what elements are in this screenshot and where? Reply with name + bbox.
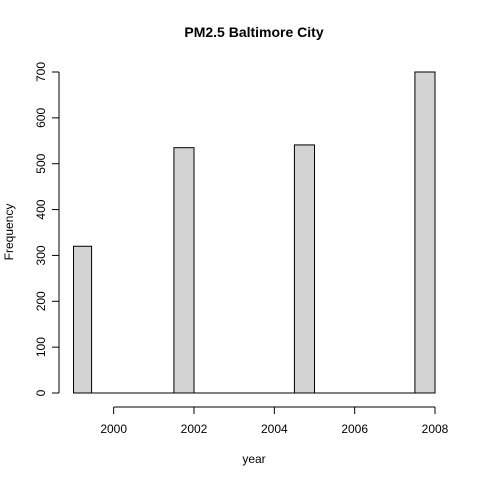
bar-1 [173, 147, 195, 394]
y-tick-label-100: 100 [34, 337, 48, 357]
y-tick-label-300: 300 [34, 245, 48, 265]
bars-group [73, 71, 436, 394]
x-axis-label: year [242, 452, 265, 466]
y-tick-label-500: 500 [34, 153, 48, 173]
x-axis: 2000 2002 2004 2006 2008 [100, 406, 449, 436]
chart-title: PM2.5 Baltimore City [184, 24, 323, 40]
y-axis: 0 100 200 300 400 500 600 700 [34, 62, 60, 396]
y-tick-label-600: 600 [34, 108, 48, 128]
y-tick-label-400: 400 [34, 199, 48, 219]
bar-2 [293, 144, 315, 394]
x-tick-label-2000: 2000 [100, 422, 127, 436]
y-axis-label: Frequency [2, 204, 16, 261]
bar-3 [414, 71, 436, 394]
x-tick-label-2004: 2004 [261, 422, 288, 436]
bar-0 [73, 245, 93, 394]
y-tick-label-200: 200 [34, 291, 48, 311]
x-tick-label-2008: 2008 [422, 422, 449, 436]
y-tick-label-700: 700 [34, 62, 48, 82]
x-tick-label-2006: 2006 [341, 422, 368, 436]
y-tick-label-0: 0 [34, 389, 48, 396]
x-tick-label-2002: 2002 [181, 422, 208, 436]
